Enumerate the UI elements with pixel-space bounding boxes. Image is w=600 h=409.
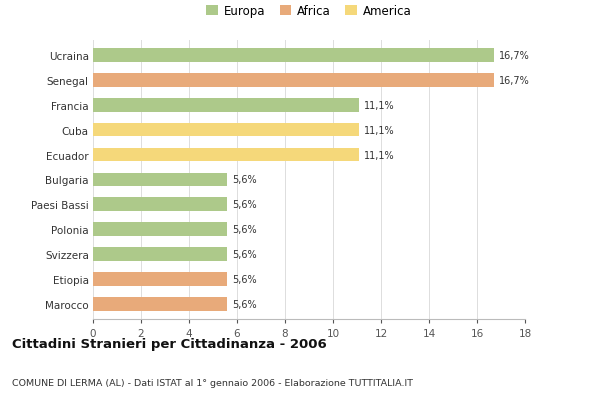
Text: 11,1%: 11,1% bbox=[364, 125, 395, 135]
Text: 11,1%: 11,1% bbox=[364, 101, 395, 110]
Bar bbox=[93, 247, 227, 261]
Bar bbox=[93, 74, 494, 88]
Bar bbox=[93, 148, 359, 162]
Text: 16,7%: 16,7% bbox=[499, 51, 529, 61]
Text: 5,6%: 5,6% bbox=[232, 175, 257, 185]
Bar bbox=[93, 99, 359, 112]
Bar bbox=[93, 198, 227, 211]
Text: COMUNE DI LERMA (AL) - Dati ISTAT al 1° gennaio 2006 - Elaborazione TUTTITALIA.I: COMUNE DI LERMA (AL) - Dati ISTAT al 1° … bbox=[12, 378, 413, 387]
Legend: Europa, Africa, America: Europa, Africa, America bbox=[206, 5, 412, 18]
Text: 16,7%: 16,7% bbox=[499, 76, 529, 85]
Text: 5,6%: 5,6% bbox=[232, 225, 257, 235]
Text: Cittadini Stranieri per Cittadinanza - 2006: Cittadini Stranieri per Cittadinanza - 2… bbox=[12, 337, 327, 351]
Bar bbox=[93, 223, 227, 236]
Text: 5,6%: 5,6% bbox=[232, 249, 257, 259]
Bar bbox=[93, 272, 227, 286]
Text: 5,6%: 5,6% bbox=[232, 200, 257, 210]
Text: 5,6%: 5,6% bbox=[232, 274, 257, 284]
Bar bbox=[93, 297, 227, 311]
Text: 11,1%: 11,1% bbox=[364, 150, 395, 160]
Bar bbox=[93, 124, 359, 137]
Text: 5,6%: 5,6% bbox=[232, 299, 257, 309]
Bar bbox=[93, 49, 494, 63]
Bar bbox=[93, 173, 227, 187]
